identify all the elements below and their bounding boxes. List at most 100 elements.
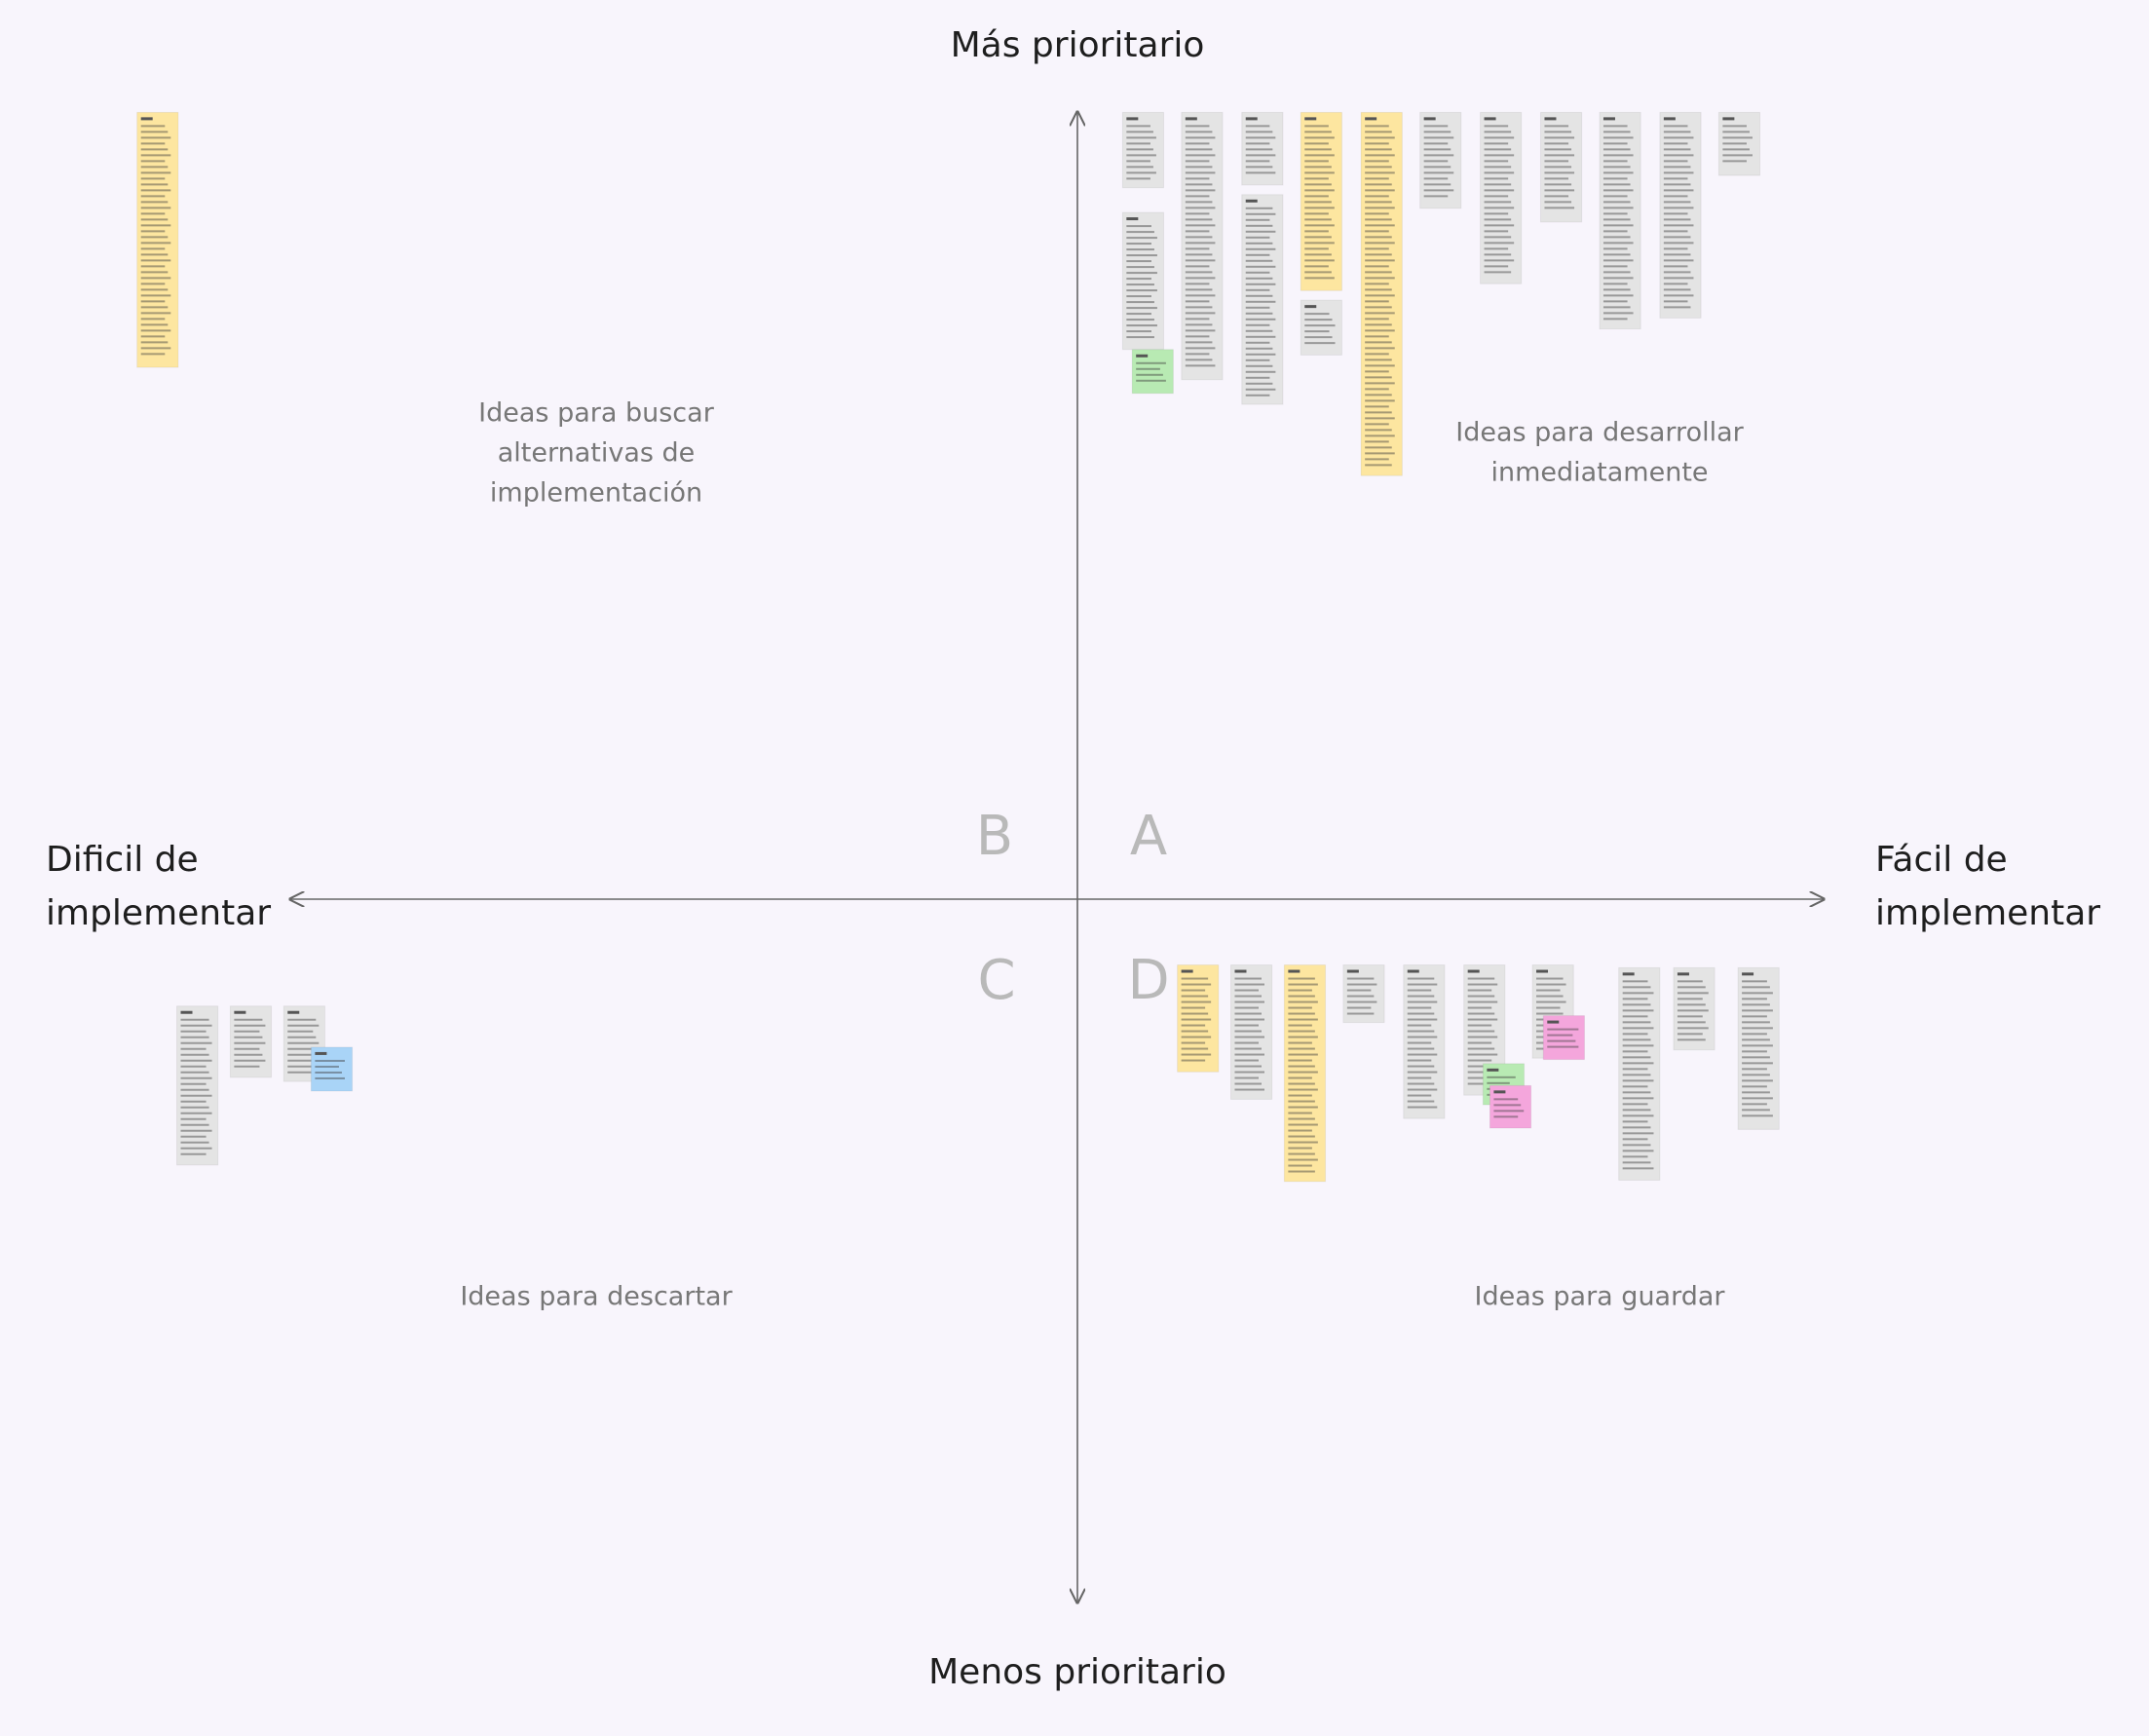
sticky-text-line (1544, 142, 1569, 145)
sticky-text-line (140, 323, 169, 326)
sticky-text-line (1288, 1147, 1312, 1150)
sticky-text-line (140, 318, 166, 321)
sticky-text-line (1126, 289, 1157, 292)
sticky-text-line (1245, 329, 1273, 332)
sticky-text-line (1245, 288, 1270, 291)
quadrant-label: Ideas para descartar (460, 1282, 733, 1312)
sticky-text-line (1365, 464, 1392, 467)
sticky-text-line (180, 1129, 212, 1132)
sticky-text-line (1622, 1009, 1654, 1012)
sticky-text-line (1304, 330, 1330, 333)
sticky-text-line (1126, 131, 1153, 133)
sticky-text-line (1742, 1009, 1773, 1012)
sticky-text-line (1288, 1112, 1312, 1114)
sticky-id (1346, 969, 1359, 973)
sticky-id (1544, 117, 1557, 121)
sticky-text-line (1484, 166, 1512, 169)
sticky-text-line (1722, 160, 1747, 163)
sticky-text-line (1423, 160, 1449, 163)
quadrant-letter: B (976, 805, 1013, 868)
sticky-text-line (1493, 1115, 1519, 1118)
sticky-text-line (1536, 995, 1564, 998)
sticky-text-line (140, 242, 171, 245)
sticky-text-line (1663, 277, 1694, 280)
sticky-text-line (1423, 136, 1454, 139)
sticky-text-line (1536, 983, 1566, 986)
sticky-text-line (287, 1071, 317, 1074)
sticky-text-line (1742, 1027, 1773, 1030)
sticky-text-line (1407, 1030, 1435, 1033)
sticky-text-line (1407, 1012, 1435, 1015)
sticky-text-line (1304, 171, 1335, 174)
sticky-text-line (1185, 160, 1210, 163)
sticky-text-line (180, 1106, 209, 1109)
sticky-text-line (1234, 1030, 1262, 1033)
sticky-text-line (1365, 353, 1389, 356)
sticky-text-line (1544, 177, 1569, 180)
sticky-text-line (1365, 405, 1389, 408)
sticky-note (1283, 964, 1327, 1183)
sticky-text-line (1407, 1100, 1435, 1103)
sticky-text-line (1245, 376, 1270, 379)
sticky-text-line (1181, 1030, 1209, 1033)
sticky-text-line (140, 224, 171, 227)
sticky-text-line (1365, 271, 1392, 274)
sticky-text-line (140, 195, 166, 198)
sticky-text-line (1602, 247, 1628, 250)
sticky-text-line (1304, 224, 1335, 227)
sticky-text-line (180, 1100, 207, 1103)
sticky-text-line (1742, 1103, 1767, 1106)
sticky-text-line (1234, 1059, 1259, 1062)
sticky-note (1673, 966, 1715, 1051)
sticky-text-line (1181, 1053, 1212, 1056)
sticky-text-line (180, 1094, 212, 1097)
sticky-text-line (1245, 224, 1273, 227)
sticky-id (1126, 217, 1139, 221)
sticky-text-line (1304, 319, 1333, 321)
sticky-text-line (1126, 313, 1151, 316)
sticky-id (1547, 1020, 1560, 1024)
sticky-text-line (140, 353, 166, 356)
sticky-text-line (1663, 218, 1691, 221)
sticky-id (180, 1010, 193, 1014)
sticky-text-line (1365, 458, 1389, 461)
sticky-text-line (1467, 1018, 1498, 1021)
sticky-text-line (1407, 1094, 1432, 1097)
sticky-note (176, 1005, 219, 1166)
sticky-id (315, 1051, 327, 1055)
sticky-text-line (1742, 1085, 1767, 1088)
sticky-text-line (1722, 142, 1747, 145)
sticky-text-line (1423, 177, 1449, 180)
sticky-text-line (1126, 307, 1157, 310)
sticky-text-line (1185, 148, 1213, 151)
sticky-text-line (1663, 160, 1688, 163)
sticky-text-line (1602, 236, 1631, 239)
sticky-text-line (1126, 166, 1153, 169)
sticky-text-line (1677, 980, 1703, 983)
axis-top-label: Más prioritario (951, 25, 1205, 65)
sticky-text-line (1547, 1034, 1573, 1037)
sticky-text-line (1622, 1015, 1648, 1018)
sticky-text-line (1126, 148, 1153, 151)
sticky-text-line (1288, 1123, 1318, 1126)
sticky-text-line (1742, 1050, 1767, 1053)
sticky-text-line (1622, 1033, 1648, 1036)
sticky-text-line (1126, 278, 1151, 281)
sticky-text-line (1185, 242, 1216, 245)
sticky-text-line (1365, 177, 1389, 180)
sticky-text-line (1181, 1059, 1206, 1062)
sticky-text-line (1622, 1044, 1654, 1047)
sticky-text-line (1722, 154, 1753, 157)
sticky-text-line (1407, 989, 1432, 992)
sticky-text-line (140, 288, 169, 291)
sticky-text-line (1181, 1012, 1209, 1015)
sticky-id (1234, 969, 1247, 973)
sticky-text-line (1365, 440, 1389, 443)
sticky-text-line (1288, 1152, 1315, 1155)
sticky-text-line (1126, 319, 1154, 321)
sticky-text-line (1126, 154, 1156, 157)
sticky-text-line (1185, 283, 1210, 285)
sticky-text-line (1622, 1085, 1648, 1088)
sticky-text-line (180, 1147, 212, 1150)
